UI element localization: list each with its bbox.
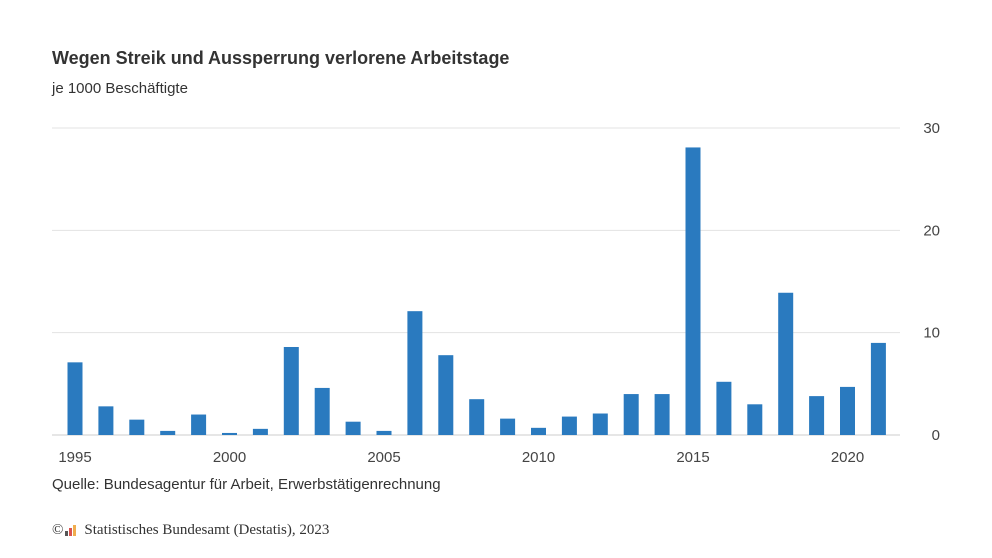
x-tick-label: 2020 — [831, 449, 864, 466]
bar — [283, 346, 299, 435]
x-tick-label: 2010 — [522, 449, 555, 466]
bar — [469, 399, 485, 435]
bar — [500, 418, 516, 435]
bar — [870, 342, 886, 435]
source-note: Quelle: Bundesagentur für Arbeit, Erwerb… — [52, 476, 441, 493]
bar — [252, 428, 268, 435]
x-tick-label: 2015 — [676, 449, 709, 466]
bar — [438, 355, 454, 435]
bar — [129, 419, 145, 435]
bar-chart: 0 10 20 30 1995 2000 2005 2010 2015 2020 — [52, 120, 940, 466]
x-tick-label: 2000 — [213, 449, 246, 466]
x-tick-label: 1995 — [58, 449, 91, 466]
bar — [222, 432, 237, 435]
x-tick-label: 2005 — [367, 449, 400, 466]
bar — [67, 362, 83, 435]
bar — [376, 430, 392, 435]
bar — [654, 394, 670, 435]
bar — [314, 387, 330, 435]
bar — [345, 421, 361, 435]
y-tick-label: 10 — [923, 325, 940, 342]
y-tick-label: 0 — [932, 427, 940, 444]
bar — [160, 430, 176, 435]
destatis-logo-icon — [65, 525, 79, 536]
y-tick-label: 20 — [923, 222, 940, 239]
bar — [623, 394, 639, 435]
bar — [685, 147, 701, 435]
y-tick-label: 30 — [923, 120, 940, 137]
bar — [592, 413, 608, 435]
copyright-line: © Statistisches Bundesamt (Destatis), 20… — [52, 522, 329, 539]
bar — [407, 311, 423, 435]
chart-subtitle: je 1000 Beschäftigte — [52, 80, 188, 97]
copyright-symbol: © — [52, 522, 64, 538]
bar — [716, 381, 732, 435]
bar — [809, 396, 825, 435]
bar — [840, 386, 855, 435]
bar — [531, 427, 546, 435]
copyright-text: Statistisches Bundesamt (Destatis), 2023 — [84, 522, 330, 538]
bar — [561, 416, 577, 435]
bar — [747, 404, 763, 435]
bar — [98, 406, 114, 435]
chart-title: Wegen Streik und Aussperrung verlorene A… — [52, 48, 510, 68]
bar — [191, 414, 207, 435]
bar — [778, 292, 794, 435]
